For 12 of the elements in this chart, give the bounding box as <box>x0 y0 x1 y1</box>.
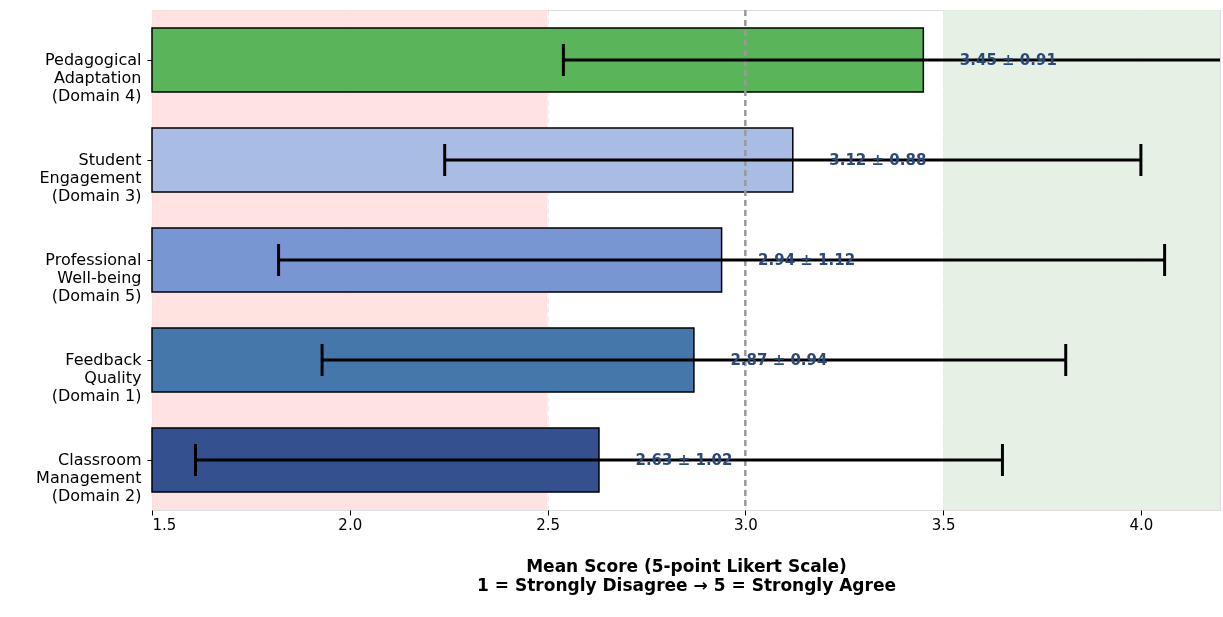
y-tick-label: Classroom Management (Domain 2) <box>36 450 142 505</box>
x-tick-label: 2.0 <box>338 515 363 534</box>
x-tick-label: 4.0 <box>1129 515 1154 534</box>
y-tick-label: Pedagogical Adaptation (Domain 4) <box>45 50 142 105</box>
y-tick-label: Student Engagement (Domain 3) <box>39 150 142 205</box>
y-tick-label: Feedback Quality (Domain 1) <box>51 350 143 405</box>
x-tick-label: 1.5 <box>152 515 177 534</box>
x-tick-label: 3.0 <box>733 515 758 534</box>
x-tick-label: 2.5 <box>536 515 560 534</box>
x-axis-title: Mean Score (5-point Likert Scale) 1 = Strongly Disagree → 5 = Strongly Agree <box>477 555 896 595</box>
x-tick-label: 3.5 <box>931 515 956 534</box>
y-tick-label: Professional Well-being (Domain 5) <box>45 250 142 305</box>
